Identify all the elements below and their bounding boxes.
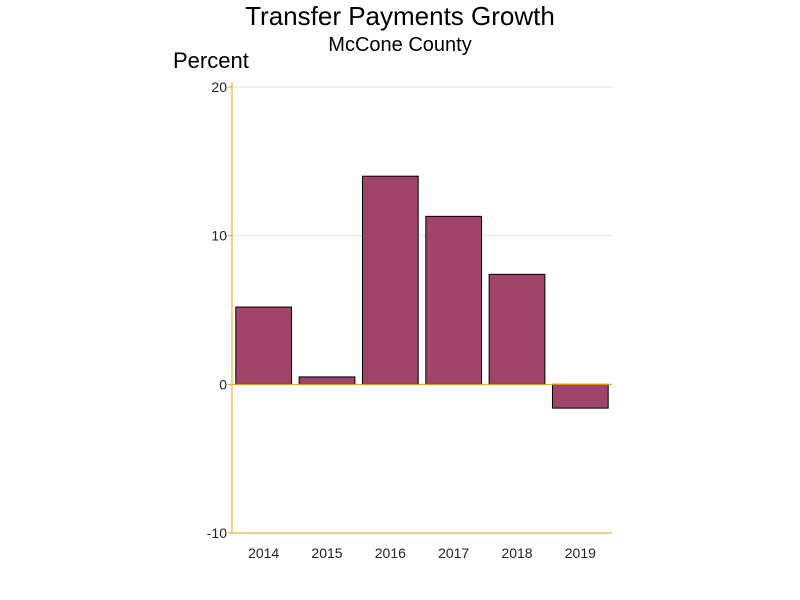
x-tick-label: 2018 [501,545,532,561]
x-tick-label: 2019 [565,545,596,561]
bar-2014 [235,306,293,385]
chart-subtitle: McCone County [328,34,471,56]
x-tick-labels: 2014 2015 2016 2017 2018 2019 [248,545,596,561]
gridlines [232,86,612,237]
chart-title: Transfer Payments Growth [245,1,555,31]
bar-2018 [488,273,546,385]
y-tick-label: -10 [207,525,227,541]
y-tick-labels: -10 0 10 20 [207,79,227,541]
y-tick-label: 10 [211,228,227,244]
bar-2017 [425,215,483,385]
y-tick-label: 0 [219,376,227,392]
x-tick-label: 2014 [248,545,279,561]
axes [228,82,612,534]
x-tick-label: 2015 [311,545,342,561]
bar-2016 [361,175,419,385]
bars [235,175,609,409]
y-axis-label: Percent [173,48,249,73]
bar-2015 [298,376,356,385]
bar-2019 [551,383,609,409]
x-tick-label: 2017 [438,545,469,561]
x-tick-label: 2016 [375,545,406,561]
y-tick-label: 20 [211,79,227,95]
